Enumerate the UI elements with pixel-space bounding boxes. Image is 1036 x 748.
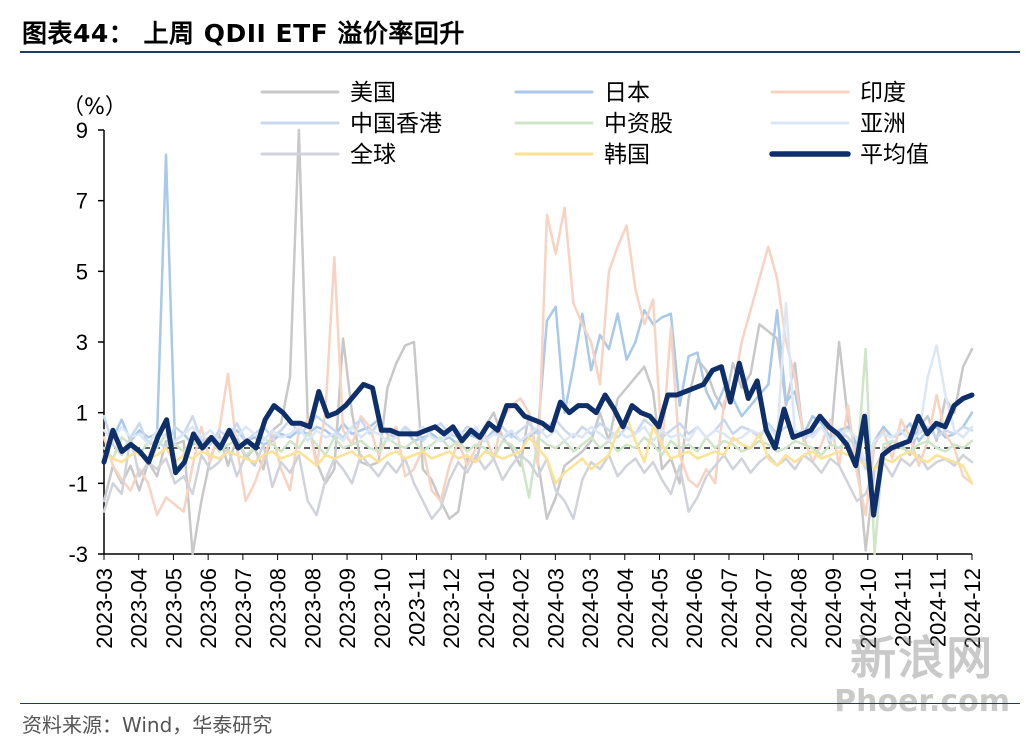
legend-label: 日本 — [604, 80, 650, 106]
legend-label: 亚洲 — [860, 111, 906, 137]
legend-label: 印度 — [860, 80, 906, 106]
y-tick-label: 1 — [76, 401, 88, 426]
legend-label: 中资股 — [604, 111, 673, 137]
x-tick-label: 2023-05 — [161, 568, 186, 649]
legend-label: 全球 — [350, 142, 396, 168]
x-tick-label: 2023-06 — [196, 568, 221, 649]
series-line-9 — [101, 360, 975, 518]
x-tick-label: 2023-08 — [266, 568, 291, 649]
y-tick-label: 9 — [76, 118, 88, 143]
x-tick-label: 2023-12 — [439, 568, 464, 649]
x-tick-label: 2023-03 — [92, 568, 117, 649]
x-tick-label: 2024-03 — [578, 568, 603, 649]
watermark-line1: 新浪网 — [850, 631, 995, 685]
x-tick-label: 2023-08 — [300, 568, 325, 649]
x-tick-label: 2024-07 — [717, 568, 742, 649]
y-tick-label: -1 — [68, 471, 88, 496]
y-tick-label: 5 — [76, 259, 88, 284]
series-line-8 — [102, 414, 974, 485]
chart-title: 图表44： 上周 QDII ETF 溢价率回升 — [22, 19, 465, 48]
legend-label: 中国香港 — [350, 111, 442, 137]
x-tick-label: 2024-06 — [682, 568, 707, 649]
series-line-1 — [102, 128, 974, 556]
x-tick-label: 2024-07 — [752, 568, 777, 649]
y-unit-label: （%） — [62, 95, 127, 120]
series-line-5 — [102, 347, 974, 556]
x-tick-label: 2024-08 — [786, 568, 811, 649]
x-tick-label: 2023-04 — [127, 568, 152, 649]
x-tick-label: 2023-07 — [231, 568, 256, 649]
x-tick-label: 2024-02 — [509, 568, 534, 649]
x-tick-label: 2024-04 — [613, 568, 638, 649]
x-tick-label: 2024-11 — [891, 568, 916, 647]
x-tick-label: 2024-11 — [925, 568, 950, 647]
x-tick-label: 2023-10 — [370, 568, 395, 649]
y-tick-label: 3 — [76, 330, 88, 355]
x-tick-label: 2024-10 — [856, 568, 881, 649]
x-tick-label: 2024-03 — [543, 568, 568, 649]
watermark: 新浪网 Phoer.com — [834, 622, 1010, 719]
y-tick-label: 7 — [76, 189, 88, 214]
y-tick-label: -3 — [68, 542, 88, 567]
footer-rule — [20, 703, 1020, 704]
watermark-line2: Phoer.com — [834, 684, 1010, 719]
x-tick-label: 2024-05 — [648, 568, 673, 649]
legend-label: 韩国 — [604, 142, 650, 168]
x-tick-label: 2023-11 — [404, 568, 429, 647]
legend-label: 美国 — [350, 80, 396, 106]
title-rule — [20, 51, 1020, 53]
x-tick-label: 2023-09 — [335, 568, 360, 649]
legend-label: 平均值 — [860, 142, 929, 168]
x-tick-label: 2024-01 — [474, 568, 499, 649]
source-note: 资料来源：Wind，华泰研究 — [22, 713, 273, 737]
series-line-6 — [102, 301, 974, 467]
x-tick-label: 2024-12 — [960, 568, 985, 649]
x-tick-label: 2024-09 — [821, 568, 846, 649]
